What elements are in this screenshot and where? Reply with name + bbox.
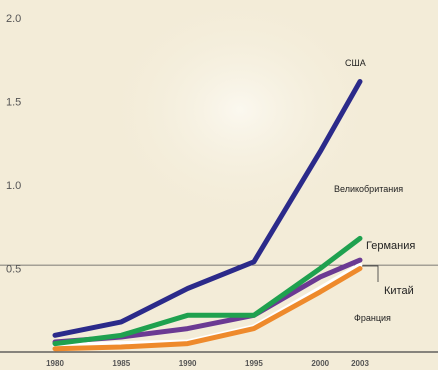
x-tick-label: 2003 <box>351 359 369 368</box>
series-line-1 <box>52 235 363 347</box>
series-label: Франция <box>354 313 391 323</box>
series-line-0 <box>52 79 363 338</box>
x-tick-label: 2000 <box>311 359 329 368</box>
series-line-4 <box>52 266 363 352</box>
series-label: Германия <box>366 240 415 252</box>
label-leader-line <box>362 265 379 282</box>
y-tick-label: 1.5 <box>6 97 21 109</box>
x-tick-label: 1980 <box>46 359 64 368</box>
background-glow <box>100 0 380 230</box>
y-tick-label: 2.0 <box>6 13 21 25</box>
series-label: Великобритания <box>334 184 403 194</box>
y-tick-label: 0.5 <box>6 264 21 276</box>
x-tick-label: 1990 <box>179 359 197 368</box>
series-label: США <box>345 58 366 68</box>
series-label: Китай <box>384 285 414 297</box>
y-tick-label: 1.0 <box>6 180 21 192</box>
x-tick-label: 1995 <box>245 359 263 368</box>
x-tick-label: 1985 <box>112 359 130 368</box>
